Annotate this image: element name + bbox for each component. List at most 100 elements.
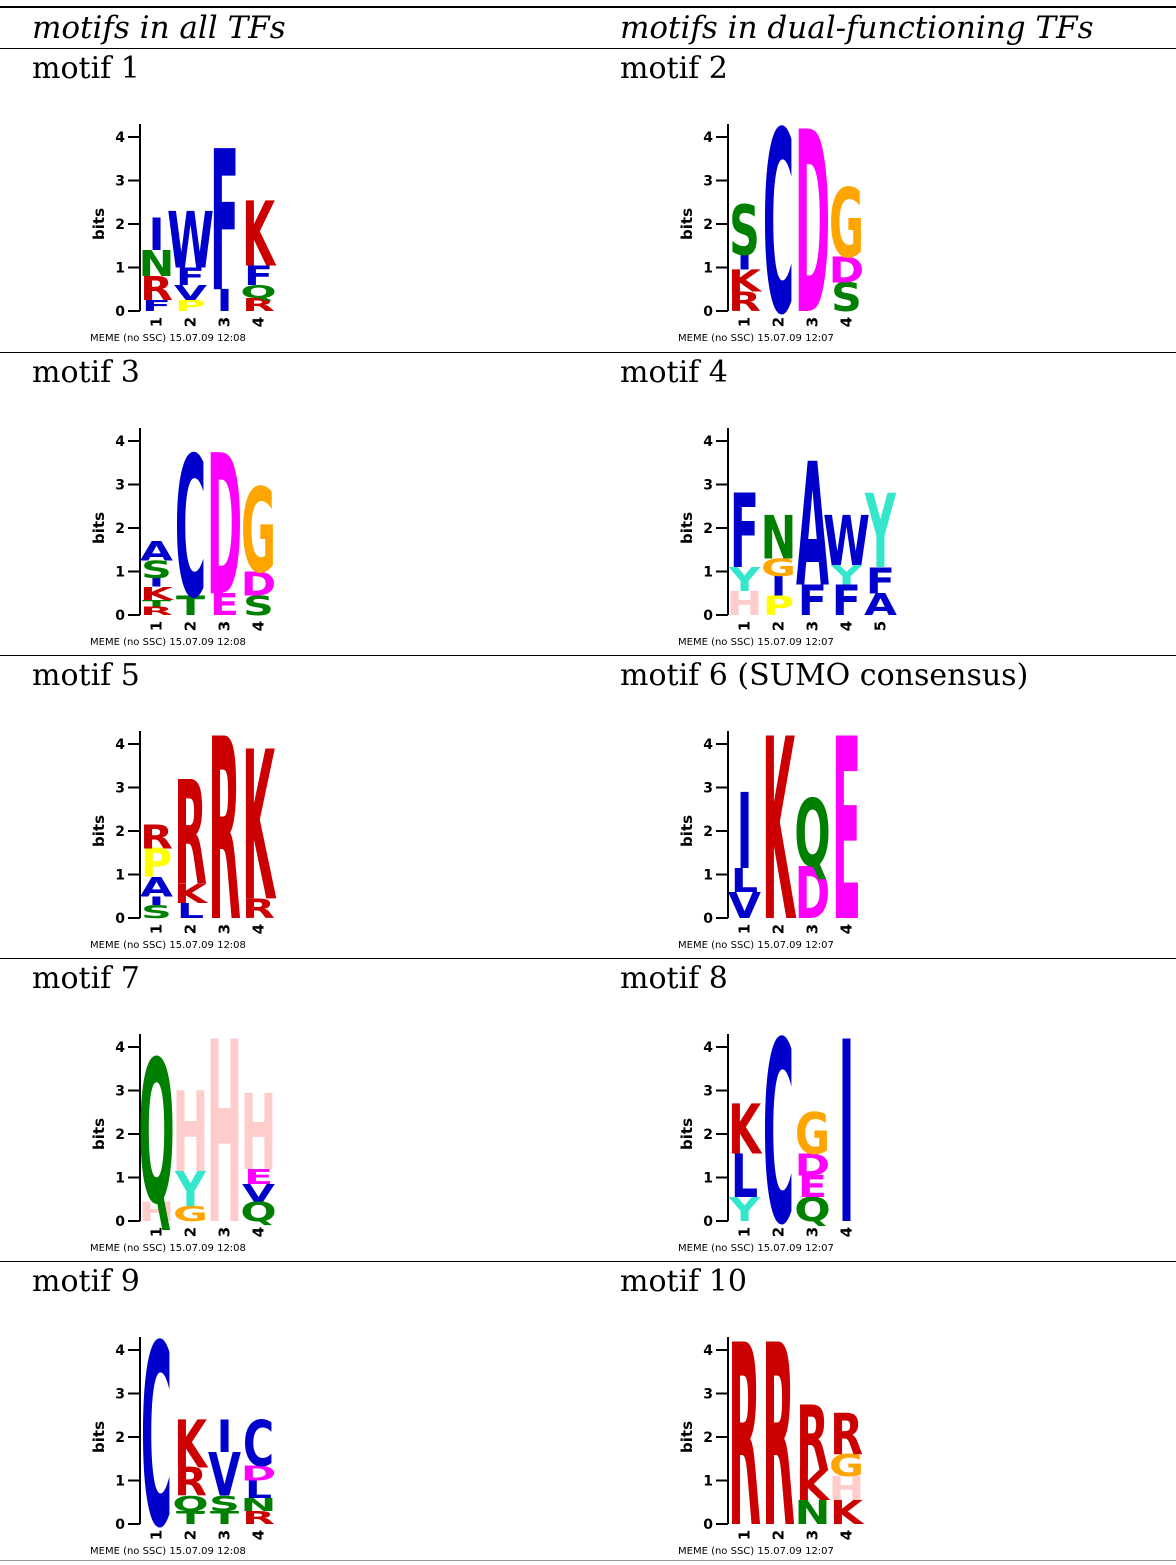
logo-letter: R <box>140 270 173 308</box>
logo-letter: F <box>142 297 171 315</box>
x-tick-label: 3 <box>804 1227 822 1237</box>
row-rule <box>0 352 1176 353</box>
x-tick-label: 4 <box>250 621 268 631</box>
logo-letter: S <box>141 902 172 923</box>
logo-letter: F <box>730 475 759 592</box>
x-tick-label: 3 <box>216 1530 234 1540</box>
logo-footer: MEME (no SSC) 15.07.09 12:07 <box>678 940 834 951</box>
x-tick-label: 3 <box>216 621 234 631</box>
column-header-all-tfs: motifs in all TFs <box>32 10 286 46</box>
y-tick-label: 3 <box>115 174 125 190</box>
logo-letter: I <box>737 250 753 274</box>
logo-letter: Q <box>138 1019 174 1248</box>
x-tick-label: 1 <box>736 1530 754 1540</box>
y-tick-label: 2 <box>115 824 125 840</box>
y-axis-label: bits <box>678 512 696 544</box>
y-tick-label: 1 <box>703 261 713 277</box>
logo-letter: I <box>839 990 855 1281</box>
logo-letter: N <box>761 504 797 573</box>
x-tick-label: 4 <box>250 1227 268 1237</box>
logo-letter: K <box>174 1408 209 1484</box>
logo-letter: S <box>141 557 172 585</box>
logo-letter: G <box>829 169 864 280</box>
logo-letter: E <box>832 687 861 978</box>
logo-letter: A <box>864 587 898 622</box>
logo-footer: MEME (no SSC) 15.07.09 12:07 <box>678 333 834 344</box>
x-tick-label: 1 <box>148 1227 166 1237</box>
x-tick-label: 2 <box>182 1530 200 1540</box>
logo-letter: R <box>140 604 173 618</box>
x-tick-label: 1 <box>148 924 166 934</box>
y-tick-label: 3 <box>703 781 713 797</box>
logo-letter: I <box>149 576 165 590</box>
x-tick-label: 1 <box>736 924 754 934</box>
y-tick-label: 0 <box>115 304 125 320</box>
logo-letter: D <box>795 80 830 371</box>
x-tick-label: 3 <box>804 924 822 934</box>
x-tick-label: 2 <box>770 1530 788 1540</box>
x-tick-label: 1 <box>736 621 754 631</box>
logo-letter: V <box>242 1180 275 1208</box>
x-tick-label: 4 <box>838 924 856 934</box>
y-axis-label: bits <box>90 815 108 847</box>
logo-letter: H <box>207 990 243 1281</box>
logo-letter: K <box>242 182 277 287</box>
y-tick-label: 4 <box>703 737 713 753</box>
logo-letter: Q <box>240 282 276 303</box>
logo-letter: G <box>829 1449 864 1484</box>
logo-letter: C <box>763 80 794 371</box>
x-tick-label: 2 <box>770 924 788 934</box>
x-tick-label: 5 <box>872 621 890 631</box>
logo-letter: W <box>823 503 870 582</box>
y-tick-label: 1 <box>115 1474 125 1490</box>
logo-letter: P <box>175 297 206 315</box>
motif-caption: motif 1 <box>32 51 140 86</box>
logo-letter: R <box>728 1293 761 1565</box>
logo-letter: S <box>831 275 862 321</box>
logo-letter: D <box>207 415 242 640</box>
logo-letter: R <box>796 1387 829 1492</box>
x-tick-label: 3 <box>804 621 822 631</box>
logo-letter: G <box>173 1202 208 1226</box>
logo-letter: P <box>763 591 794 622</box>
logo-letter: E <box>244 1165 273 1189</box>
y-tick-label: 4 <box>115 737 125 753</box>
logo-letter: I <box>737 771 753 893</box>
x-tick-label: 2 <box>182 621 200 631</box>
logo-letter: N <box>795 1494 831 1532</box>
logo-letter: F <box>798 576 827 624</box>
logo-letter: D <box>829 250 864 292</box>
row-rule <box>0 1261 1176 1262</box>
y-axis-label: bits <box>678 815 696 847</box>
logo-letter: G <box>795 1100 830 1167</box>
logo-letter: A <box>140 537 174 568</box>
logo-letter: V <box>208 1442 241 1511</box>
logo-letter: K <box>830 1494 865 1532</box>
y-axis-label: bits <box>678 208 696 240</box>
y-tick-label: 2 <box>703 824 713 840</box>
y-axis-label: bits <box>678 1118 696 1150</box>
logo-letter: R <box>242 894 275 925</box>
y-tick-label: 0 <box>115 608 125 624</box>
logo-letter: K <box>174 879 209 910</box>
logo-footer: MEME (no SSC) 15.07.09 12:07 <box>678 1546 834 1557</box>
y-tick-label: 2 <box>703 217 713 233</box>
logo-footer: MEME (no SSC) 15.07.09 12:08 <box>90 333 246 344</box>
logo-letter: R <box>242 295 275 316</box>
y-axis-label: bits <box>90 208 108 240</box>
y-tick-label: 3 <box>703 1387 713 1403</box>
y-tick-label: 3 <box>115 1084 125 1100</box>
y-tick-label: 0 <box>115 1517 125 1533</box>
logo-letter: Y <box>728 1191 761 1229</box>
column-header-dual-tfs: motifs in dual-functioning TFs <box>620 10 1094 46</box>
logo-letter: T <box>176 1508 206 1529</box>
logo-letter: Q <box>794 780 830 888</box>
y-tick-label: 2 <box>703 521 713 537</box>
logo-footer: MEME (no SSC) 15.07.09 12:07 <box>678 637 834 648</box>
logo-letter: K <box>140 583 175 604</box>
y-tick-label: 4 <box>115 434 125 450</box>
logo-letter: Y <box>174 1162 207 1218</box>
